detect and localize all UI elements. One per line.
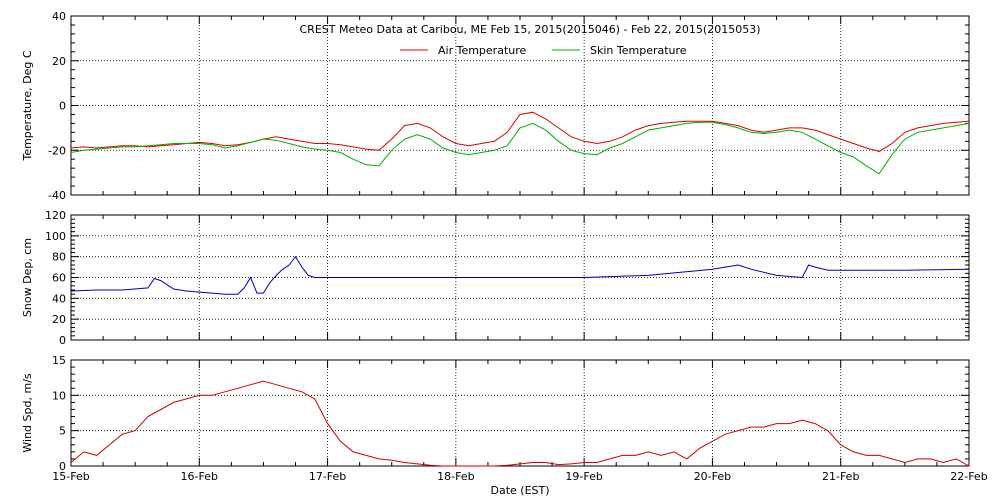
x-tick-label: 17-Feb	[309, 470, 346, 483]
y-tick-label: 0	[59, 334, 66, 347]
y-tick-label: 5	[59, 425, 66, 438]
plot-frame	[70, 15, 970, 196]
y-axis-label: Snow Dep, cm	[21, 238, 34, 317]
y-axis-label: Temperature, Deg C	[21, 50, 34, 161]
panel-1: -40 -20 0 20 40 Temperature, Deg C	[21, 10, 970, 202]
legend-label: Skin Temperature	[590, 44, 687, 57]
y-tick-label: 120	[45, 209, 66, 222]
legend-label: Air Temperature	[438, 44, 527, 57]
y-tick-label: 40	[52, 292, 66, 305]
legend: Air Temperature Skin Temperature	[400, 44, 687, 57]
y-tick-label: 0	[59, 460, 66, 473]
plot-frame	[70, 359, 970, 467]
x-tick-label: 16-Feb	[181, 470, 218, 483]
series-line	[70, 121, 970, 175]
y-axis-label: Wind Spd, m/s	[21, 373, 34, 453]
x-tick-label: 21-Feb	[822, 470, 859, 483]
y-tick-label: 20	[52, 313, 66, 326]
y-tick-label: 40	[52, 10, 66, 23]
y-tick-label: 20	[52, 55, 66, 68]
y-tick-label: -20	[48, 144, 66, 157]
y-tick-label: -40	[48, 189, 66, 202]
y-tick-label: 0	[59, 100, 66, 113]
panel-2: 0 20 40 60 80 100 120 Snow Dep, cm	[21, 209, 970, 347]
x-tick-label: 22-Feb	[950, 470, 987, 483]
chart-title: CREST Meteo Data at Caribou, ME Feb 15, …	[300, 23, 761, 36]
series-line	[70, 111, 970, 152]
x-tick-label: 19-Feb	[565, 470, 602, 483]
y-tick-label: 15	[52, 354, 66, 367]
x-tick-label: 18-Feb	[437, 470, 474, 483]
panel-3: 0 5 10 15 Wind Spd, m/s 15-Feb 16-Feb 17-Feb 18-…	[21, 354, 988, 483]
x-axis-label: Date (EST)	[490, 484, 549, 497]
series-line	[70, 380, 970, 467]
y-tick-label: 10	[52, 389, 66, 402]
y-tick-label: 80	[52, 251, 66, 264]
x-tick-label: 20-Feb	[694, 470, 731, 483]
y-tick-label: 60	[52, 272, 66, 285]
series-line	[70, 255, 970, 295]
x-tick-label: 15-Feb	[52, 470, 89, 483]
y-tick-label: 100	[45, 230, 66, 243]
